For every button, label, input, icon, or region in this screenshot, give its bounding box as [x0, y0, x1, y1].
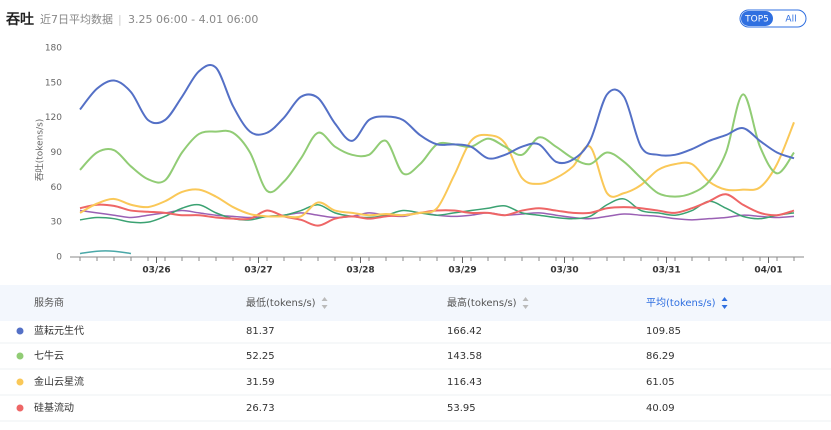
column-header[interactable]: 最低(tokens/s)	[246, 296, 316, 309]
y-tick-label: 60	[51, 183, 63, 193]
y-tick-label: 90	[51, 148, 63, 158]
table-cell: 109.85	[646, 326, 681, 337]
table-cell: 86.29	[646, 351, 675, 362]
title: 吞吐	[6, 12, 34, 28]
series-line	[79, 121, 795, 219]
toggle-option[interactable]: TOP5	[744, 15, 769, 25]
y-tick-label: 120	[45, 113, 62, 123]
series-line	[79, 64, 795, 165]
y-tick-label: 0	[56, 253, 62, 263]
provider-dot	[16, 352, 24, 360]
table-cell: 61.05	[646, 377, 675, 388]
table-cell: 166.42	[447, 326, 482, 337]
toggle-selected	[741, 11, 773, 26]
x-tick-label: 04/01	[754, 266, 782, 276]
x-tick-label: 03/28	[346, 266, 374, 276]
y-tick-label: 30	[51, 218, 63, 228]
table-cell: 52.25	[246, 351, 275, 362]
table-cell: 26.73	[246, 403, 275, 414]
toggle-option[interactable]: All	[785, 15, 796, 25]
provider-dot	[16, 327, 24, 335]
table-cell: 81.37	[246, 326, 275, 337]
series-line	[79, 198, 795, 224]
separator: |	[118, 13, 122, 26]
table-cell: 40.09	[646, 403, 675, 414]
provider-dot	[16, 404, 24, 412]
table-cell: 硅基流动	[34, 401, 74, 414]
x-tick-label: 03/26	[142, 266, 170, 276]
y-tick-label: 150	[45, 78, 62, 88]
time-range: 3.25 06:00 - 4.01 06:00	[128, 13, 258, 26]
column-header[interactable]: 平均(tokens/s)	[646, 297, 716, 309]
sort-icon[interactable]	[321, 297, 328, 309]
series-line	[79, 193, 795, 227]
x-tick-label: 03/30	[550, 266, 578, 276]
x-tick-label: 03/29	[448, 266, 476, 276]
column-header: 服务商	[34, 296, 64, 309]
table-cell: 七牛云	[34, 349, 64, 362]
table-cell: 金山云星流	[34, 375, 84, 388]
x-tick-label: 03/31	[652, 266, 680, 276]
provider-dot	[16, 378, 24, 386]
table-cell: 143.58	[447, 351, 482, 362]
table-cell: 31.59	[246, 377, 275, 388]
series-line	[79, 93, 795, 198]
subtitle: 近7日平均数据	[40, 12, 113, 26]
table-cell: 蓝耘元生代	[34, 324, 84, 337]
x-tick-label: 03/27	[244, 266, 272, 276]
column-header[interactable]: 最高(tokens/s)	[447, 296, 517, 309]
y-tick-label: 180	[45, 44, 62, 54]
table-header-bg	[0, 285, 831, 321]
table-cell: 53.95	[447, 403, 476, 414]
y-axis-label: 吞吐(tokens/s)	[35, 119, 46, 182]
sort-icon[interactable]	[522, 297, 529, 309]
series-line	[79, 250, 132, 255]
sort-icon[interactable]	[721, 297, 728, 309]
table-cell: 116.43	[447, 377, 482, 388]
